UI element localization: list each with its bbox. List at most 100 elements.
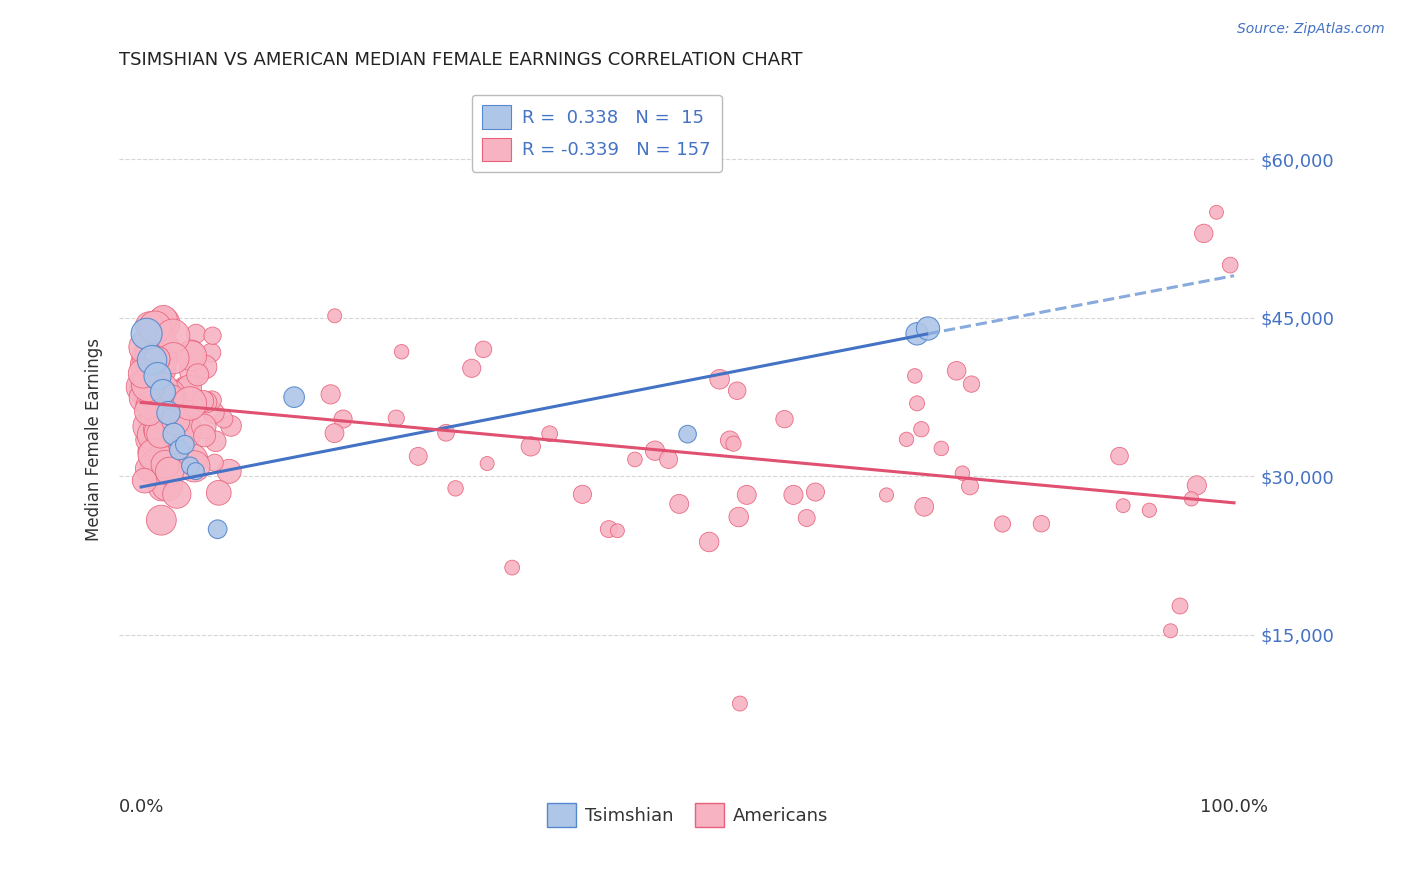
Point bbox=[959, 479, 981, 493]
Point bbox=[323, 309, 346, 323]
Point bbox=[180, 346, 202, 360]
Point bbox=[668, 497, 690, 511]
Point bbox=[193, 419, 215, 434]
Point bbox=[472, 343, 495, 357]
Point bbox=[148, 422, 170, 436]
Point bbox=[200, 345, 222, 359]
Point bbox=[157, 396, 180, 410]
Point bbox=[212, 412, 235, 426]
Point bbox=[184, 464, 207, 478]
Point bbox=[141, 390, 163, 404]
Point bbox=[149, 391, 172, 405]
Point bbox=[1137, 503, 1160, 517]
Point bbox=[152, 430, 174, 444]
Point bbox=[143, 444, 166, 458]
Point bbox=[135, 350, 157, 364]
Point bbox=[598, 522, 620, 536]
Point bbox=[138, 404, 160, 418]
Point bbox=[174, 382, 197, 396]
Point bbox=[1205, 205, 1227, 219]
Point bbox=[165, 414, 187, 428]
Point bbox=[718, 434, 741, 448]
Point bbox=[434, 425, 457, 440]
Point bbox=[134, 377, 156, 392]
Point bbox=[174, 425, 197, 439]
Point bbox=[773, 412, 796, 426]
Point bbox=[194, 359, 217, 374]
Point bbox=[163, 427, 186, 442]
Point bbox=[138, 433, 160, 447]
Point bbox=[152, 405, 174, 419]
Point bbox=[173, 387, 195, 401]
Point bbox=[905, 396, 928, 410]
Point bbox=[138, 343, 160, 357]
Point bbox=[461, 361, 484, 376]
Point bbox=[179, 400, 201, 414]
Point bbox=[1192, 227, 1215, 241]
Point bbox=[796, 511, 818, 525]
Point bbox=[134, 391, 156, 405]
Point bbox=[204, 434, 226, 449]
Point bbox=[152, 384, 174, 399]
Point bbox=[169, 442, 191, 457]
Point bbox=[143, 320, 166, 334]
Point bbox=[173, 438, 195, 452]
Point bbox=[332, 412, 354, 426]
Point bbox=[149, 425, 172, 439]
Y-axis label: Median Female Earnings: Median Female Earnings bbox=[86, 338, 103, 541]
Point bbox=[159, 440, 181, 454]
Point bbox=[142, 428, 165, 442]
Point bbox=[150, 513, 173, 527]
Point bbox=[156, 479, 179, 493]
Point bbox=[904, 368, 927, 383]
Point bbox=[149, 354, 172, 368]
Point bbox=[876, 488, 898, 502]
Point bbox=[135, 389, 157, 403]
Point bbox=[143, 407, 166, 421]
Point bbox=[159, 464, 181, 478]
Point bbox=[138, 359, 160, 373]
Point bbox=[135, 340, 157, 354]
Point bbox=[145, 389, 167, 403]
Point bbox=[157, 388, 180, 402]
Point bbox=[905, 326, 928, 341]
Point bbox=[153, 340, 176, 354]
Point bbox=[174, 422, 197, 436]
Point bbox=[146, 384, 169, 399]
Point bbox=[735, 488, 758, 502]
Point bbox=[135, 358, 157, 372]
Point bbox=[132, 367, 155, 381]
Point bbox=[138, 419, 160, 434]
Point bbox=[1185, 478, 1208, 492]
Point bbox=[166, 487, 188, 501]
Point bbox=[319, 387, 342, 401]
Point bbox=[162, 329, 184, 343]
Point bbox=[538, 426, 561, 441]
Point bbox=[179, 396, 201, 410]
Point bbox=[152, 312, 174, 326]
Text: Source: ZipAtlas.com: Source: ZipAtlas.com bbox=[1237, 22, 1385, 37]
Point bbox=[180, 349, 202, 363]
Point bbox=[149, 422, 172, 436]
Point bbox=[571, 487, 593, 501]
Point bbox=[501, 560, 523, 574]
Point bbox=[202, 406, 225, 420]
Point bbox=[184, 326, 207, 341]
Point bbox=[138, 318, 160, 333]
Point bbox=[644, 443, 666, 458]
Point bbox=[1108, 449, 1130, 463]
Point bbox=[155, 402, 177, 417]
Point bbox=[149, 427, 172, 442]
Point bbox=[697, 535, 720, 549]
Point bbox=[1168, 599, 1191, 613]
Point bbox=[195, 395, 218, 409]
Point bbox=[177, 381, 200, 395]
Point bbox=[138, 377, 160, 392]
Point bbox=[945, 364, 967, 378]
Point bbox=[155, 455, 177, 469]
Point bbox=[138, 348, 160, 362]
Point bbox=[146, 354, 169, 368]
Point bbox=[150, 382, 173, 396]
Point bbox=[1180, 491, 1202, 506]
Point bbox=[950, 466, 973, 480]
